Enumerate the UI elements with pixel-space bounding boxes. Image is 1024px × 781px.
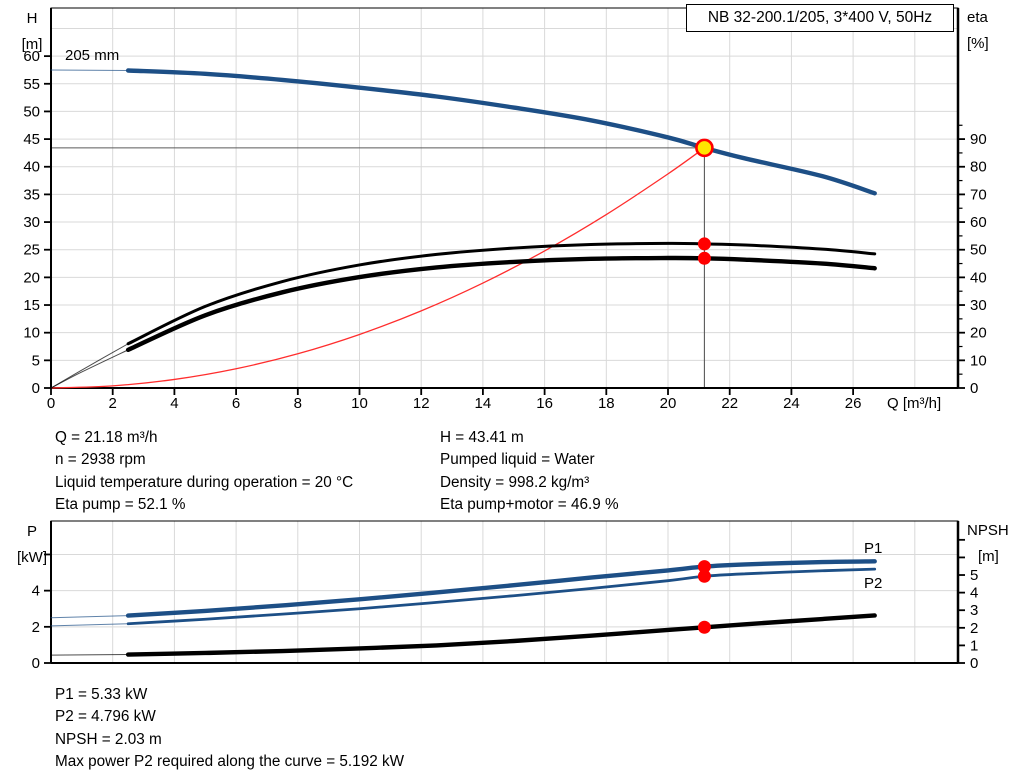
info-npsh: NPSH = 2.03 m [55,730,162,748]
npsh-curve [125,613,877,657]
left-axis-unit: [kW] [17,549,47,566]
info-speed: n = 2938 rpm [55,451,146,469]
right-axis-title: eta [967,9,989,26]
left-tick-label: 2 [32,619,40,636]
npsh-curve-thin [50,654,129,656]
eta-pump-motor-point-marker [697,251,711,265]
left-axis-unit: [m] [22,36,43,53]
right-tick-label: 30 [970,297,987,314]
info-eta-pump-motor: Eta pump+motor = 46.9 % [440,496,619,514]
left-axis-title: H [27,10,38,27]
right-axis-unit: [m] [978,548,999,565]
right-tick-label: 60 [970,214,987,231]
left-tick-label: 40 [23,159,40,176]
left-tick-label: 55 [23,76,40,93]
x-tick-label: 8 [294,395,302,412]
p2-curve [126,567,877,626]
x-tick-label: 18 [598,395,615,412]
x-tick-label: 26 [845,395,862,412]
left-tick-label: 30 [23,214,40,231]
left-tick-label: 0 [32,655,40,672]
pump-title-box: NB 32-200.1/205, 3*400 V, 50Hz [686,4,954,32]
right-tick-label: 3 [970,602,978,619]
p2-curve-label: P2 [864,575,882,592]
info-eta-pump: Eta pump = 52.1 % [55,496,186,514]
x-tick-label: 20 [660,395,677,412]
x-tick-label: 14 [475,395,492,412]
pump-curve-label: 205 mm [65,47,119,64]
info-pumped-liquid: Pumped liquid = Water [440,451,595,469]
left-tick-label: 35 [23,186,40,203]
p2-curve-thin [50,623,129,627]
x-tick-label: 4 [170,395,178,412]
duty-info-left-column: Q = 21.18 m³/h n = 2938 rpm Liquid tempe… [55,427,353,517]
left-tick-label: 45 [23,131,40,148]
left-axis-title: P [27,523,37,540]
x-tick-label: 22 [721,395,738,412]
info-p1: P1 = 5.33 kW [55,686,148,703]
left-tick-label: 4 [32,583,40,600]
left-tick-label: 5 [32,352,40,369]
plot-frame [50,7,959,389]
right-tick-label: 5 [970,567,978,584]
x-tick-label: 0 [47,395,55,412]
pump-curve-thin [50,69,129,71]
right-axis-title: NPSH [967,522,1009,539]
right-axis-unit: [%] [967,35,989,52]
right-tick-label: 10 [970,352,987,369]
hq-efficiency-chart: 205 mm0 2 4 6 8 10 12 14 16 18 20 22 24 26 Q [m³/h]051… [22,7,989,412]
right-tick-label: 2 [970,620,978,637]
right-tick-label: 1 [970,637,978,654]
eta-pump-motor-curve-thin [50,349,129,389]
left-tick-label: 25 [23,242,40,259]
left-tick-label: 60 [23,48,40,65]
x-tick-label: 16 [536,395,553,412]
right-tick-label: 0 [970,655,978,672]
left-tick-label: 50 [23,103,40,120]
right-tick-label: 40 [970,269,987,286]
left-tick-label: 15 [23,297,40,314]
duty-point-marker[interactable] [695,138,714,158]
x-axis-title: Q [m³/h] [887,395,941,412]
left-tick-label: 0 [32,380,40,397]
info-liquid-temperature: Liquid temperature during operation = 20… [55,473,354,491]
x-tick-label: 24 [783,395,800,412]
right-tick-label: 20 [970,325,987,342]
left-tick-label: 10 [23,325,40,342]
info-p2: P2 = 4.796 kW [55,708,156,726]
x-tick-label: 6 [232,395,240,412]
right-tick-label: 70 [970,186,987,203]
p1-point-marker [697,560,711,574]
left-tick-label: 20 [23,269,40,286]
p1-curve-label: P1 [864,540,882,557]
x-tick-label: 2 [109,395,117,412]
info-density: Density = 998.2 kg/m³ [440,473,590,491]
eta-pump-curve [126,241,877,346]
right-tick-label: 50 [970,242,987,259]
npsh-point-marker [697,620,711,634]
p1-curve [125,559,877,618]
x-tick-label: 12 [413,395,430,412]
eta-pump-motor-curve [125,255,877,353]
right-tick-label: 4 [970,585,978,602]
info-h: H = 43.41 m [440,429,524,446]
power-info-column: P1 = 5.33 kW P2 = 4.796 kW NPSH = 2.03 m… [55,684,404,774]
info-q: Q = 21.18 m³/h [55,429,158,446]
x-tick-label: 10 [351,395,368,412]
p2-point-marker [697,569,711,583]
right-tick-label: 90 [970,131,987,148]
right-tick-label: 80 [970,159,987,176]
duty-info-right-column: H = 43.41 m Pumped liquid = Water Densit… [440,427,619,517]
p1-curve-thin [50,615,129,619]
info-max-p2: Max power P2 required along the curve = … [55,753,405,771]
eta-pump-point-marker [697,237,711,251]
pump-curve [125,68,877,196]
right-tick-label: 0 [970,380,978,397]
system-curve [50,147,706,389]
